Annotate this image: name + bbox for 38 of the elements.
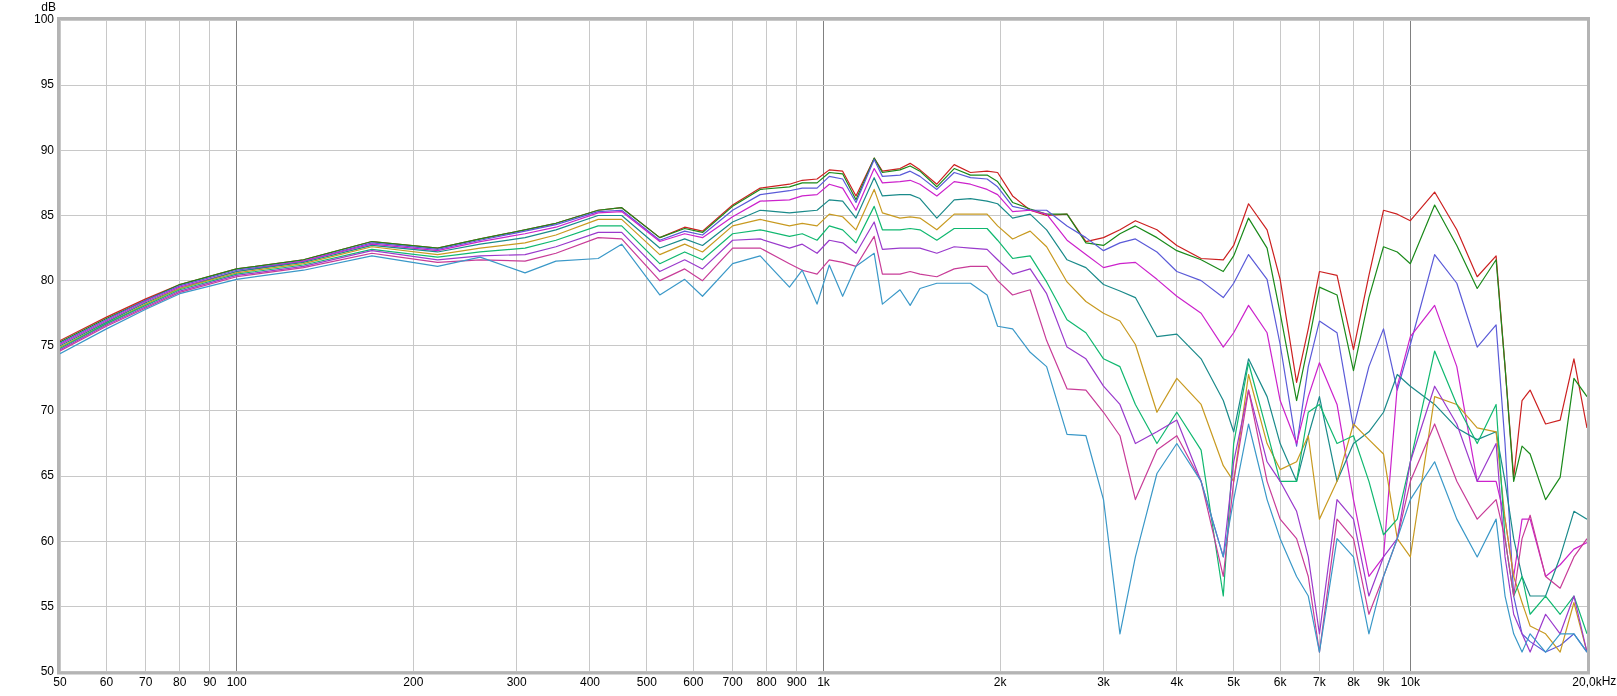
y-tick-label: 60 — [40, 533, 55, 548]
y-tick-label: 50 — [40, 663, 55, 678]
y-tick-label: 80 — [40, 272, 55, 287]
y-tick-label: 65 — [40, 468, 55, 483]
x-tick-label: 100 — [226, 675, 247, 690]
y-tick-label: 85 — [40, 207, 55, 222]
x-tick-label: 9k — [1377, 675, 1391, 690]
x-tick-label: 1k — [817, 675, 831, 690]
x-tick-label: 300 — [506, 675, 527, 690]
x-tick-label: 500 — [636, 675, 658, 690]
y-tick-label: 95 — [40, 77, 55, 92]
x-tick-label: 4k — [1170, 675, 1185, 690]
x-tick-label: 8k — [1347, 675, 1361, 690]
x-axis-title: Hz — [1601, 673, 1617, 688]
x-tick-label: 7k — [1313, 675, 1327, 690]
x-tick-label: 5k — [1227, 675, 1242, 690]
x-tick-label: 20,0k — [1572, 675, 1603, 690]
y-tick-label: 75 — [40, 338, 55, 353]
x-tick-label: 6k — [1273, 675, 1288, 690]
x-tick-label: 600 — [683, 675, 704, 690]
x-tick-label: 700 — [722, 675, 743, 690]
x-tick-label: 3k — [1097, 675, 1111, 690]
x-tick-label: 80 — [173, 675, 187, 690]
y-tick-label: 55 — [40, 598, 55, 613]
y-tick-label: 70 — [40, 403, 55, 418]
x-tick-label: 200 — [403, 675, 424, 690]
x-tick-label: 90 — [203, 675, 217, 690]
y-tick-label: 90 — [40, 142, 55, 157]
x-tick-label: 50 — [53, 675, 67, 690]
x-tick-label: 400 — [579, 675, 601, 690]
x-tick-label: 2k — [993, 675, 1008, 690]
x-tick-label: 60 — [99, 675, 114, 690]
y-tick-label: 100 — [33, 12, 55, 27]
x-tick-label: 10k — [1400, 675, 1422, 690]
x-tick-label: 800 — [756, 675, 777, 690]
y-axis-title: dB — [41, 0, 56, 15]
x-tick-label: 70 — [139, 675, 153, 690]
x-tick-label: 900 — [786, 675, 807, 690]
